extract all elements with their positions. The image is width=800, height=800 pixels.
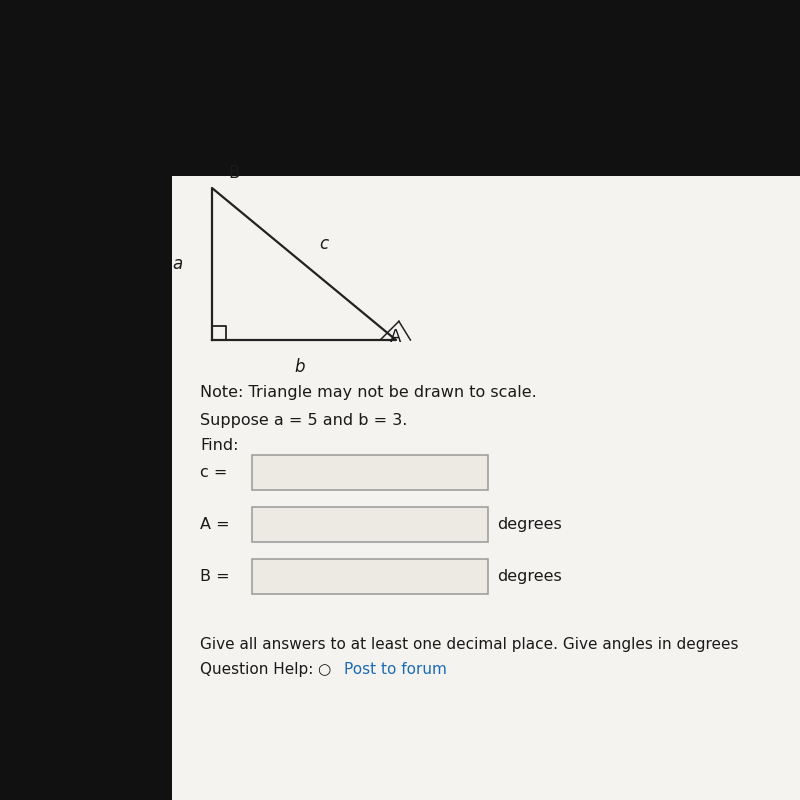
Text: Question Help:: Question Help: [200, 662, 314, 677]
Text: A: A [390, 328, 401, 346]
Text: Find:: Find: [200, 438, 238, 453]
Text: b: b [294, 358, 306, 375]
Text: Post to forum: Post to forum [344, 662, 447, 677]
Text: c =: c = [200, 465, 227, 480]
Text: c: c [319, 235, 329, 253]
Text: ○: ○ [318, 662, 330, 677]
Text: degrees: degrees [498, 569, 562, 584]
Text: degrees: degrees [498, 517, 562, 532]
Text: Suppose a = 5 and b = 3.: Suppose a = 5 and b = 3. [200, 413, 407, 427]
Text: Give all answers to at least one decimal place. Give angles in degrees: Give all answers to at least one decimal… [200, 637, 738, 651]
Text: a: a [172, 255, 182, 273]
Text: B: B [228, 164, 239, 182]
FancyBboxPatch shape [252, 455, 488, 490]
Text: A =: A = [200, 517, 230, 532]
FancyBboxPatch shape [252, 559, 488, 594]
Text: Note: Triangle may not be drawn to scale.: Note: Triangle may not be drawn to scale… [200, 385, 537, 399]
Text: B =: B = [200, 569, 230, 584]
FancyBboxPatch shape [252, 507, 488, 542]
